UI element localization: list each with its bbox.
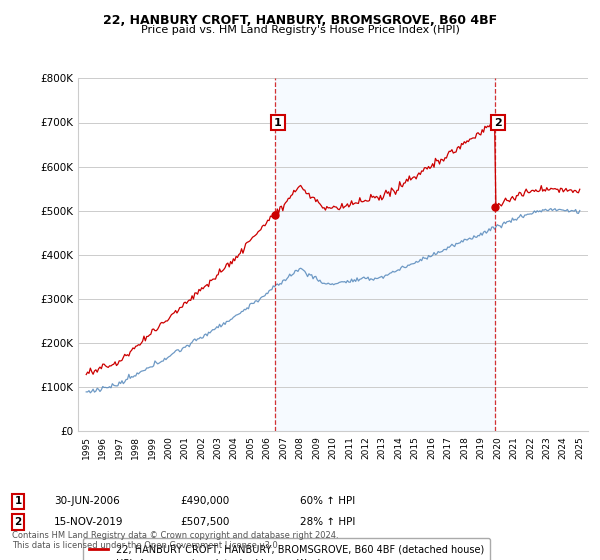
Legend: 22, HANBURY CROFT, HANBURY, BROMSGROVE, B60 4BF (detached house), HPI: Average p: 22, HANBURY CROFT, HANBURY, BROMSGROVE, …: [83, 538, 490, 560]
Text: Contains HM Land Registry data © Crown copyright and database right 2024.
This d: Contains HM Land Registry data © Crown c…: [12, 530, 338, 550]
Text: Price paid vs. HM Land Registry's House Price Index (HPI): Price paid vs. HM Land Registry's House …: [140, 25, 460, 35]
Text: 22, HANBURY CROFT, HANBURY, BROMSGROVE, B60 4BF: 22, HANBURY CROFT, HANBURY, BROMSGROVE, …: [103, 14, 497, 27]
Text: 60% ↑ HPI: 60% ↑ HPI: [300, 496, 355, 506]
Text: 15-NOV-2019: 15-NOV-2019: [54, 517, 124, 527]
Text: 1: 1: [14, 496, 22, 506]
Text: 2: 2: [494, 118, 502, 128]
Text: £507,500: £507,500: [180, 517, 229, 527]
Text: 28% ↑ HPI: 28% ↑ HPI: [300, 517, 355, 527]
Bar: [275, 78, 496, 431]
Text: £490,000: £490,000: [180, 496, 229, 506]
Text: 30-JUN-2006: 30-JUN-2006: [54, 496, 120, 506]
Text: 1: 1: [274, 118, 282, 128]
Text: 2: 2: [14, 517, 22, 527]
